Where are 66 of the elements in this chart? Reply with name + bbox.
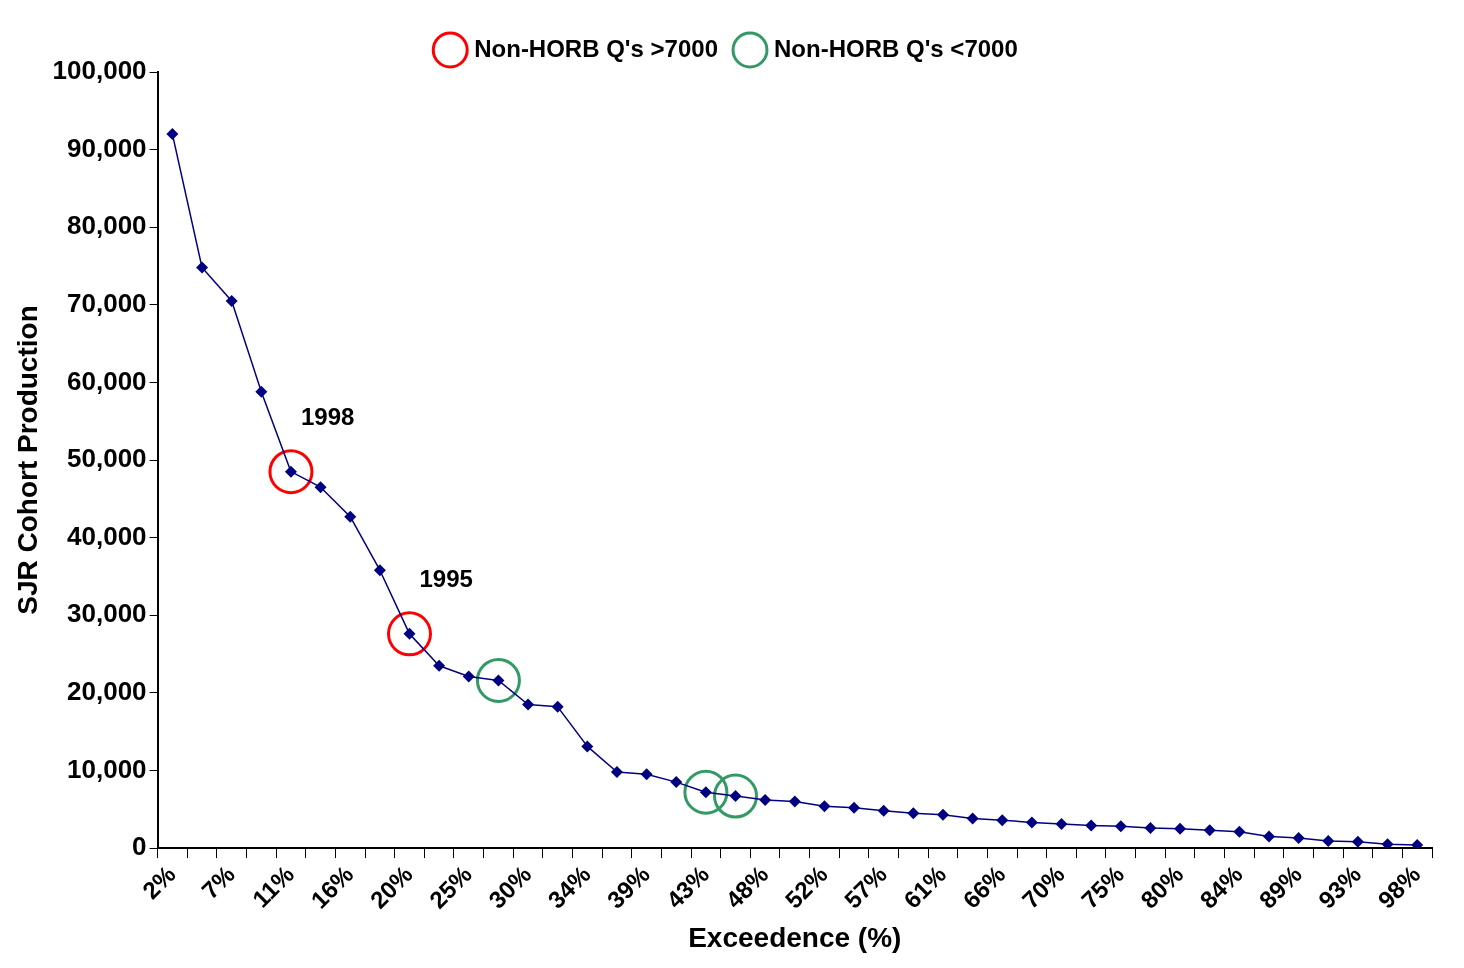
- point: [936, 808, 949, 821]
- point: [225, 294, 238, 307]
- point: [387, 611, 432, 657]
- annotation: 1995: [419, 565, 473, 593]
- x-tick-label: 7%: [196, 860, 240, 904]
- point: [818, 800, 831, 813]
- point: [581, 740, 594, 753]
- point: [1322, 835, 1335, 848]
- point: [670, 776, 683, 789]
- y-tick-label: 70,000: [67, 287, 147, 318]
- point: [462, 670, 475, 683]
- x-tick-label: 2%: [137, 860, 181, 904]
- point: [848, 801, 861, 814]
- point: [196, 261, 209, 274]
- point: [996, 814, 1009, 827]
- y-tick-label: 30,000: [67, 598, 147, 629]
- y-tick-label: 0: [132, 831, 147, 862]
- y-tick-label: 20,000: [67, 676, 147, 707]
- y-tick-label: 80,000: [67, 210, 147, 241]
- point: [1174, 822, 1187, 835]
- y-tick-label: 90,000: [67, 132, 147, 163]
- point: [522, 698, 535, 711]
- legend-label: Non-HORB Q's <7000: [774, 34, 1018, 62]
- point: [1085, 819, 1098, 832]
- y-tick-label: 100,000: [52, 55, 147, 86]
- x-axis-title: Exceedence (%): [688, 921, 902, 953]
- point: [683, 769, 729, 815]
- point: [268, 449, 314, 495]
- x-tick-label: 66%: [957, 860, 1011, 914]
- point: [551, 700, 564, 713]
- point: [373, 564, 386, 577]
- x-tick-label: 61%: [898, 860, 952, 914]
- point: [907, 807, 920, 820]
- point: [1381, 838, 1394, 849]
- point: [255, 385, 268, 398]
- point: [344, 510, 357, 523]
- point: [166, 128, 179, 141]
- point: [1351, 835, 1364, 848]
- point: [1262, 830, 1275, 843]
- y-tick-label: 60,000: [67, 365, 147, 396]
- point: [713, 773, 759, 819]
- y-tick-label: 10,000: [67, 753, 147, 784]
- point: [788, 795, 801, 808]
- point: [1233, 825, 1246, 838]
- y-axis-title: SJR Cohort Production: [11, 305, 43, 615]
- point: [1055, 818, 1068, 831]
- point: [1114, 820, 1127, 833]
- annotation: 1998: [300, 403, 355, 431]
- point: [877, 804, 890, 817]
- legend-label: Non-HORB Q's >7000: [474, 34, 719, 62]
- point: [1203, 824, 1216, 837]
- point: [1025, 816, 1038, 829]
- point: [1144, 821, 1157, 834]
- point: [610, 766, 623, 779]
- y-tick-label: 40,000: [67, 520, 147, 551]
- point: [966, 812, 979, 825]
- point: [314, 481, 327, 494]
- point: [475, 657, 521, 703]
- x-tick-label: 48%: [720, 860, 774, 914]
- point: [1292, 831, 1305, 844]
- y-tick-label: 50,000: [67, 443, 147, 474]
- x-tick-label: 43%: [661, 860, 715, 914]
- point: [433, 659, 446, 672]
- point: [640, 768, 653, 781]
- point: [1411, 838, 1424, 849]
- point: [759, 793, 772, 806]
